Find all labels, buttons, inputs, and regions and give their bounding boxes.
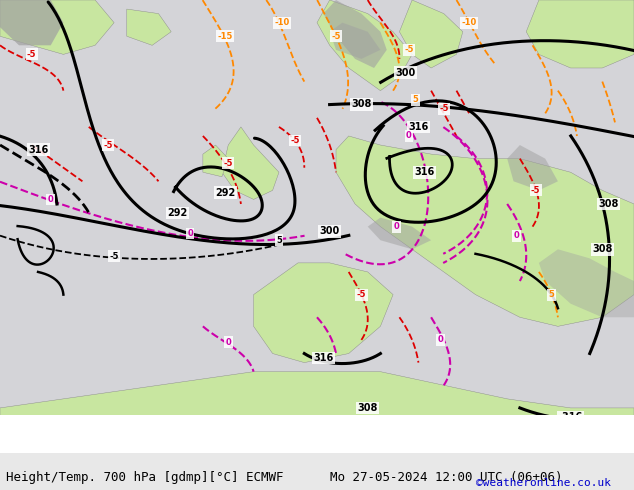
Polygon shape (127, 9, 171, 46)
Text: 0: 0 (187, 229, 193, 238)
Text: 300: 300 (396, 68, 416, 77)
Polygon shape (526, 0, 634, 68)
Text: -5: -5 (357, 290, 366, 299)
Text: 316: 316 (313, 353, 333, 363)
Polygon shape (0, 0, 63, 46)
Text: -5: -5 (531, 186, 540, 195)
Text: Height/Temp. 700 hPa [gdmp][°C] ECMWF: Height/Temp. 700 hPa [gdmp][°C] ECMWF (6, 471, 284, 484)
Bar (0, 415, 634, 453)
Text: 316: 316 (28, 145, 48, 154)
Polygon shape (336, 136, 634, 326)
Polygon shape (0, 372, 634, 453)
Text: -10: -10 (275, 18, 290, 27)
Polygon shape (317, 0, 412, 91)
Text: 5: 5 (412, 95, 418, 104)
Text: -316: -316 (559, 412, 583, 422)
Polygon shape (222, 127, 279, 199)
Text: -5: -5 (404, 46, 413, 54)
Text: 5: 5 (276, 236, 282, 245)
Text: 0: 0 (225, 338, 231, 347)
Polygon shape (203, 145, 228, 177)
Text: 300: 300 (320, 226, 340, 236)
Polygon shape (539, 249, 634, 318)
Text: -5: -5 (439, 104, 448, 113)
Text: 292: 292 (167, 208, 188, 218)
Text: -15: -15 (217, 32, 233, 41)
Text: 308: 308 (351, 99, 372, 109)
Polygon shape (0, 0, 114, 54)
Text: -5: -5 (27, 50, 36, 59)
Text: 0: 0 (437, 336, 444, 344)
Text: 0: 0 (514, 231, 520, 240)
Text: 292: 292 (215, 188, 235, 197)
Text: 308: 308 (592, 245, 612, 254)
Text: 316: 316 (415, 167, 435, 177)
Text: -5: -5 (224, 159, 233, 168)
Text: 0: 0 (393, 222, 399, 231)
Text: ©weatheronline.co.uk: ©weatheronline.co.uk (476, 478, 611, 488)
Text: 316: 316 (408, 122, 429, 132)
Polygon shape (507, 145, 558, 191)
Polygon shape (254, 263, 393, 363)
Text: -5: -5 (110, 251, 119, 261)
Text: -5: -5 (103, 141, 112, 149)
Polygon shape (330, 23, 380, 59)
Text: -5: -5 (290, 136, 299, 145)
Polygon shape (368, 218, 431, 249)
Text: 5: 5 (548, 290, 555, 299)
Text: 0: 0 (48, 195, 54, 204)
Text: 0: 0 (406, 131, 412, 141)
Text: -5: -5 (332, 32, 340, 41)
Text: 308: 308 (598, 199, 619, 209)
Polygon shape (399, 0, 463, 68)
Text: Mo 27-05-2024 12:00 UTC (06+06): Mo 27-05-2024 12:00 UTC (06+06) (330, 471, 562, 484)
Text: -10: -10 (462, 18, 477, 27)
Polygon shape (323, 0, 387, 68)
Text: 308: 308 (358, 403, 378, 413)
